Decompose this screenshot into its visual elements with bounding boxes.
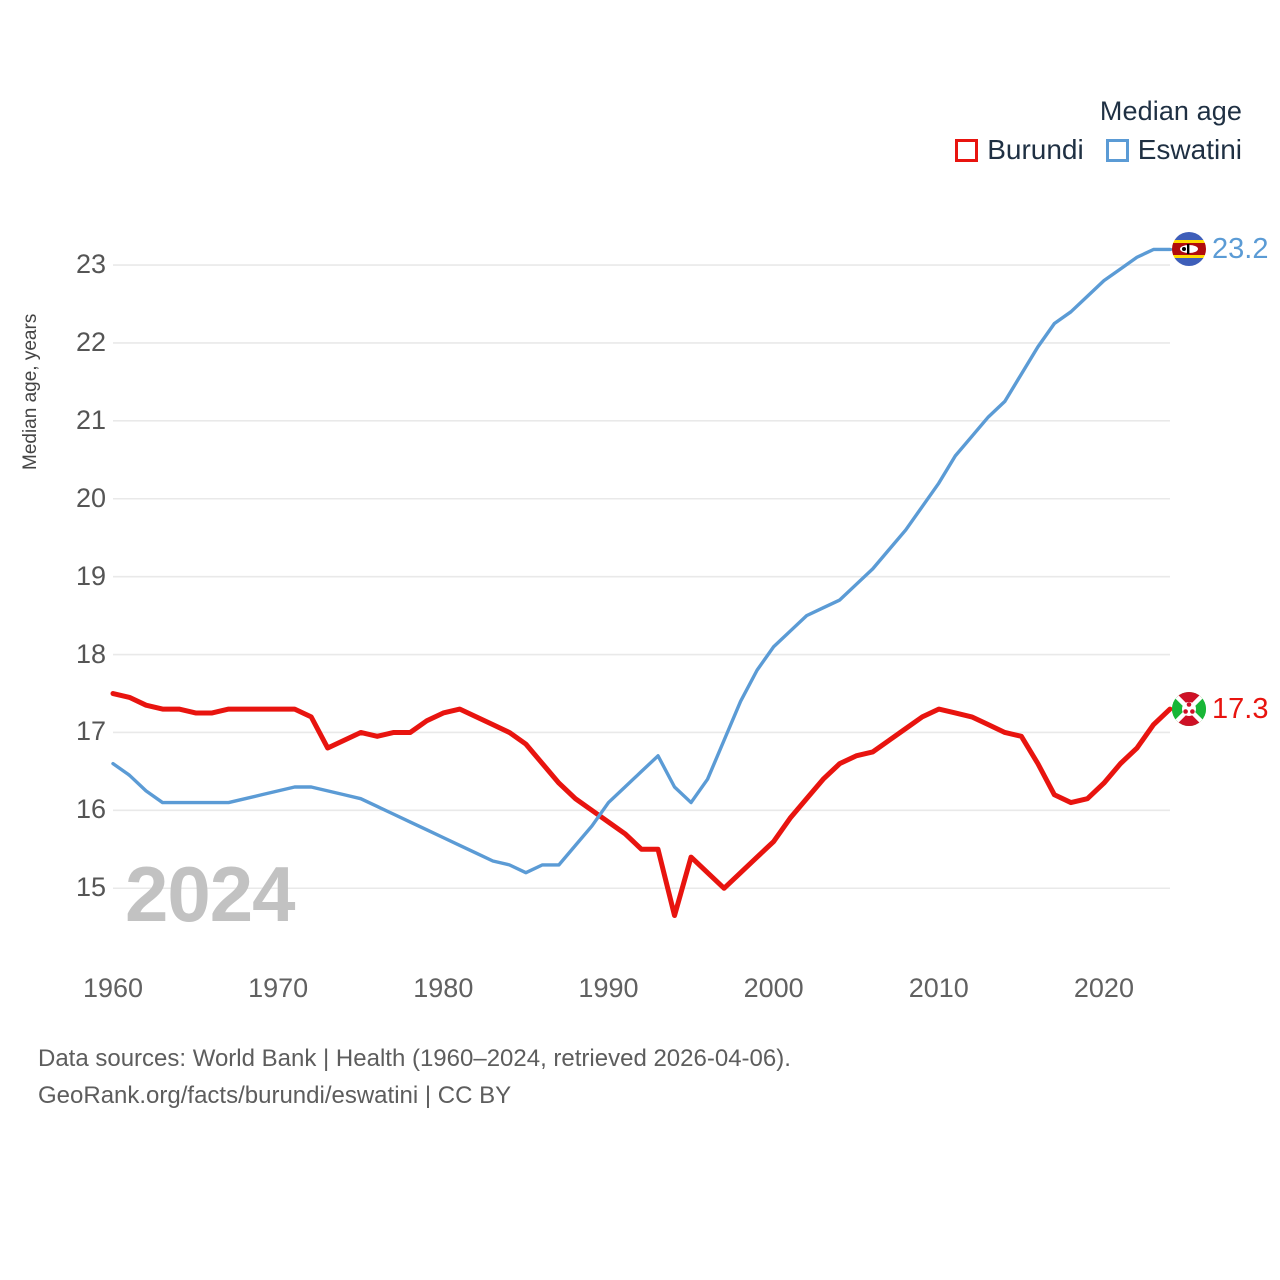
- legend-item-eswatini[interactable]: Eswatini: [1105, 134, 1242, 166]
- footer-line-license[interactable]: GeoRank.org/facts/burundi/eswatini | CC …: [38, 1082, 512, 1110]
- legend-label-burundi: Burundi: [987, 134, 1084, 166]
- x-tick-label: 1980: [413, 973, 474, 1003]
- end-marker-burundi[interactable]: 17.3: [1172, 692, 1269, 727]
- end-marker-eswatini[interactable]: 23.2: [1172, 232, 1269, 267]
- legend-label-eswatini: Eswatini: [1137, 134, 1242, 166]
- end-value-eswatini: 23.2: [1212, 232, 1269, 265]
- eswatini-flag-icon: [1172, 232, 1206, 267]
- x-tick-label: 1990: [578, 973, 639, 1003]
- x-tick-label: 1960: [82, 973, 144, 1003]
- y-tick-label: 15: [75, 872, 106, 903]
- y-tick-label: 22: [75, 326, 106, 357]
- x-tick-label: 2010: [908, 973, 969, 1003]
- year-watermark: 2024: [125, 850, 296, 938]
- end-value-burundi: 17.3: [1212, 692, 1269, 725]
- x-tick-label: 2020: [1073, 973, 1134, 1003]
- y-tick-label: 17: [75, 716, 106, 747]
- y-tick-label: 23: [75, 249, 106, 280]
- y-tick-label: 21: [75, 404, 106, 435]
- legend-item-burundi[interactable]: Burundi: [955, 136, 1084, 164]
- y-tick-label: 20: [75, 482, 106, 513]
- footer-line-sources: Data sources: World Bank | Health (1960–…: [38, 1045, 791, 1072]
- burundi-flag-icon: [1172, 692, 1206, 727]
- legend-swatch-burundi: [955, 138, 979, 162]
- legend-items: Burundi Eswatini: [955, 136, 1242, 164]
- chart-legend: Median age Burundi Eswatini: [955, 96, 1242, 164]
- y-tick-label: 19: [75, 560, 106, 591]
- y-axis-title: Median age, years: [20, 313, 41, 470]
- footer-attribution: Data sources: World Bank | Health (1960–…: [38, 1040, 791, 1114]
- legend-title: Median age: [1099, 96, 1242, 126]
- series-line-eswatini: [111, 247, 1172, 875]
- y-tick-label: 18: [75, 638, 106, 669]
- legend-swatch-eswatini: [1105, 138, 1129, 162]
- x-tick-label: 2000: [743, 973, 804, 1003]
- x-tick-label: 1970: [248, 973, 309, 1003]
- y-tick-label: 16: [75, 794, 106, 825]
